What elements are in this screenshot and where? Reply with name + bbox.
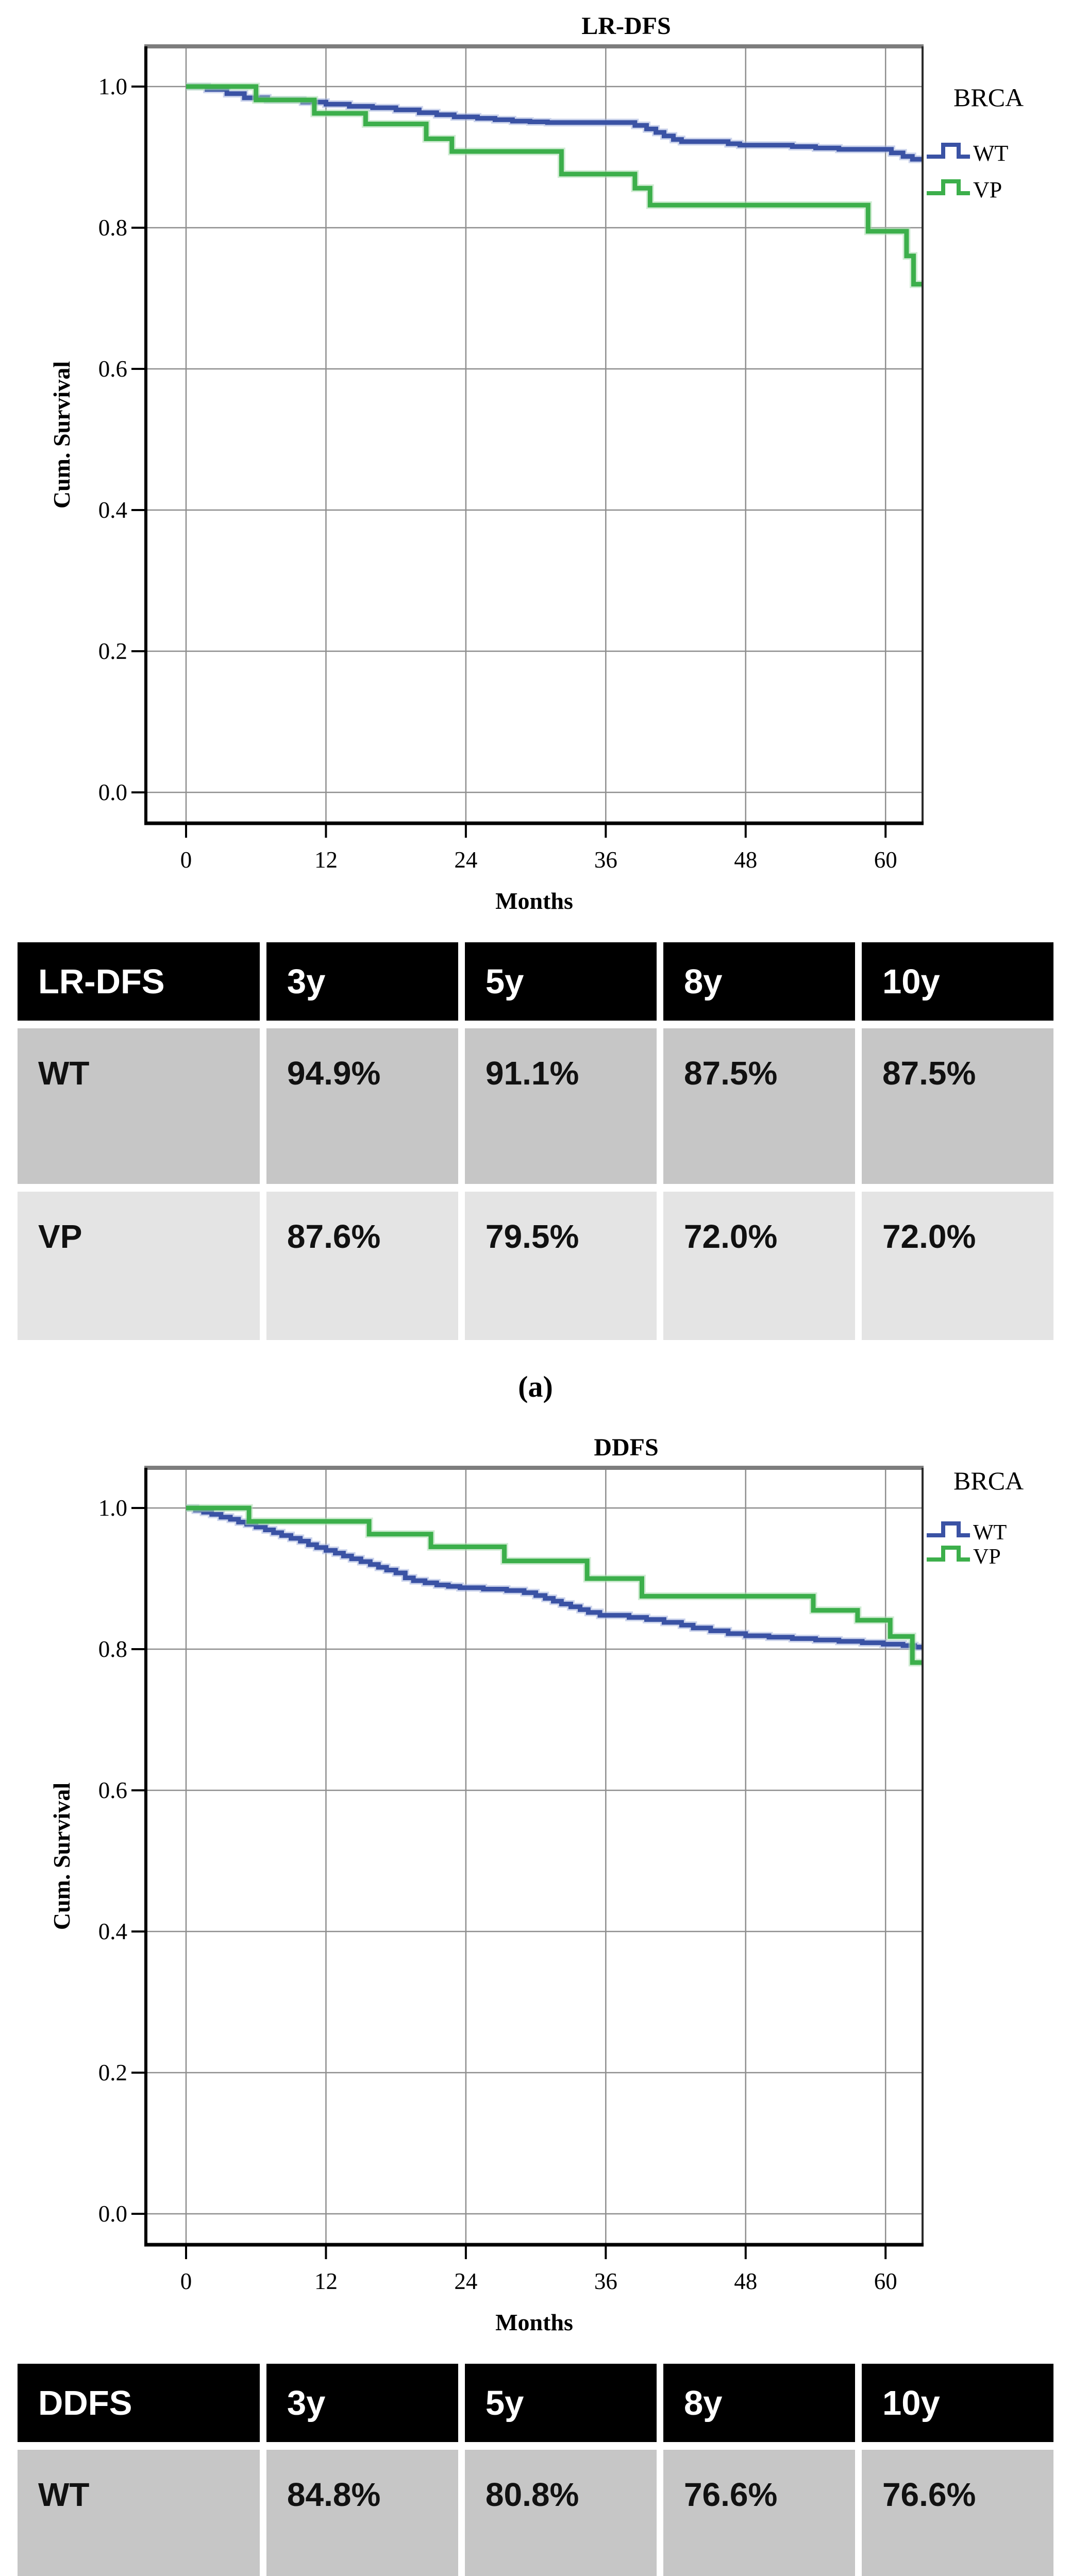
- header-cell-10y: 10y: [861, 942, 1053, 1021]
- legend-entry-label: VP: [973, 177, 1002, 202]
- x-tick-label: 60: [874, 2268, 897, 2294]
- series-group: [186, 1504, 923, 1667]
- plot-frame: [144, 44, 924, 825]
- y-tick-label: 0.6: [98, 356, 127, 382]
- header-cell-5y: 5y: [464, 2364, 657, 2442]
- axis-ticks-and-labels: 0 12 24 36 48 60 1.0 0.8 0.6 0.4 0.2 0.0: [98, 1495, 897, 2294]
- y-tick-label: 0.2: [98, 2060, 127, 2086]
- y-tick-label: 0.4: [98, 1919, 127, 1944]
- value-cell-wt-10y: 76.6%: [861, 2450, 1053, 2576]
- x-axis-label: Months: [495, 888, 573, 914]
- axis-ticks-and-labels: 0 12 24 36 48 60 1.0 0.8 0.6 0.4 0.2 0.0: [98, 74, 897, 873]
- x-tick-label: 36: [594, 847, 617, 873]
- header-cell-10y: 10y: [861, 2364, 1053, 2442]
- table-title-cell: LR-DFS: [18, 942, 260, 1021]
- y-axis-label: Cum. Survival: [48, 361, 75, 509]
- table-title-cell: DDFS: [18, 2364, 260, 2442]
- value-cell-wt-10y: 87.5%: [861, 1028, 1053, 1184]
- table-row-vp: VP 87.6% 79.5% 72.0% 72.0%: [18, 1192, 1053, 1340]
- value-cell-vp-10y: 72.0%: [861, 1192, 1053, 1340]
- legend: BRCA WT VP: [927, 83, 1024, 202]
- ddfs-survival-chart: 0 12 24 36 48 60 1.0 0.8 0.6 0.4 0.2 0.0 DDFS Months C…: [0, 1421, 1071, 2354]
- header-cell-3y: 3y: [266, 2364, 458, 2442]
- y-tick-label: 0.4: [98, 497, 127, 523]
- x-axis-label: Months: [495, 2309, 573, 2335]
- figure-panel-b: 0 12 24 36 48 60 1.0 0.8 0.6 0.4 0.2 0.0 DDFS Months C…: [0, 1421, 1071, 2576]
- value-cell-vp-5y: 79.5%: [464, 1192, 657, 1340]
- legend-line-sample-wt: [927, 143, 970, 159]
- value-cell-wt-5y: 91.1%: [464, 1028, 657, 1184]
- x-tick-label: 24: [454, 2268, 477, 2294]
- y-tick-label: 0.0: [98, 2201, 127, 2227]
- table-header-row: DDFS 3y 5y 8y 10y: [18, 2364, 1053, 2442]
- value-cell-wt-3y: 94.9%: [266, 1028, 458, 1184]
- legend-title: BRCA: [953, 83, 1024, 112]
- table-row-wt: WT 84.8% 80.8% 76.6% 76.6%: [18, 2450, 1053, 2576]
- chart-background: [0, 1421, 1071, 2354]
- gridlines: [146, 46, 923, 823]
- chart-title: DDFS: [594, 1434, 658, 1461]
- value-cell-wt-8y: 76.6%: [663, 2450, 855, 2576]
- y-tick-label: 1.0: [98, 74, 127, 99]
- x-tick-label: 12: [314, 847, 338, 873]
- lr-dfs-table: LR-DFS 3y 5y 8y 10y WT 94.9% 91.1% 87.5% 87.5% VP 8…: [11, 935, 1060, 1348]
- legend-entry-label: WT: [973, 141, 1009, 166]
- x-tick-label: 48: [734, 2268, 757, 2294]
- series-group: [186, 82, 923, 289]
- header-cell-8y: 8y: [663, 2364, 855, 2442]
- survival-curve-vp: [186, 1505, 923, 1665]
- value-cell-vp-8y: 72.0%: [663, 1192, 855, 1340]
- row-label-wt: WT: [18, 1028, 260, 1184]
- figure-panel-a: 0 12 24 36 48 60 1.0 0.8 0.6 0.4 0.2 0.0 LR-DFS Month…: [0, 0, 1071, 1403]
- x-tick-label: 60: [874, 847, 897, 873]
- x-tick-label: 0: [180, 847, 192, 873]
- x-tick-label: 36: [594, 2268, 617, 2294]
- survival-curve-wt: [186, 1505, 923, 1650]
- y-tick-label: 0.8: [98, 1636, 127, 1662]
- header-cell-8y: 8y: [663, 942, 855, 1021]
- lr-dfs-survival-chart: 0 12 24 36 48 60 1.0 0.8 0.6 0.4 0.2 0.0 LR-DFS Month…: [0, 0, 1071, 933]
- header-cell-3y: 3y: [266, 942, 458, 1021]
- legend-title: BRCA: [953, 1466, 1024, 1495]
- survival-curve-vp: [186, 84, 923, 287]
- value-cell-vp-3y: 87.6%: [266, 1192, 458, 1340]
- caption-a: (a): [518, 1370, 553, 1403]
- legend-line-sample-vp: [927, 179, 970, 195]
- legend-line-sample-vp: [927, 1546, 970, 1562]
- y-tick-label: 0.6: [98, 1777, 127, 1803]
- x-tick-label: 48: [734, 847, 757, 873]
- header-cell-5y: 5y: [464, 942, 657, 1021]
- value-cell-wt-8y: 87.5%: [663, 1028, 855, 1184]
- y-tick-label: 1.0: [98, 1495, 127, 1521]
- value-cell-wt-5y: 80.8%: [464, 2450, 657, 2576]
- legend-line-sample-wt: [927, 1521, 970, 1537]
- y-tick-label: 0.8: [98, 215, 127, 241]
- legend-entry-label: VP: [973, 1545, 1001, 1569]
- y-tick-label: 0.0: [98, 779, 127, 805]
- plot-frame: [144, 1466, 924, 2247]
- y-axis-label: Cum. Survival: [48, 1783, 75, 1930]
- value-cell-wt-3y: 84.8%: [266, 2450, 458, 2576]
- table-row-wt: WT 94.9% 91.1% 87.5% 87.5%: [18, 1028, 1053, 1184]
- y-tick-label: 0.2: [98, 638, 127, 664]
- x-tick-label: 12: [314, 2268, 338, 2294]
- row-label-wt: WT: [18, 2450, 260, 2576]
- x-tick-label: 0: [180, 2268, 192, 2294]
- x-tick-label: 24: [454, 847, 477, 873]
- legend-entry-label: WT: [973, 1521, 1007, 1545]
- table-header-row: LR-DFS 3y 5y 8y 10y: [18, 942, 1053, 1021]
- ddfs-table: DDFS3y5y8y10yWT84.8%80.8%76.6%76.6%VP90.…: [11, 2356, 1060, 2576]
- gridlines: [146, 1468, 923, 2245]
- chart-title: LR-DFS: [581, 12, 671, 40]
- row-label-vp: VP: [18, 1192, 260, 1340]
